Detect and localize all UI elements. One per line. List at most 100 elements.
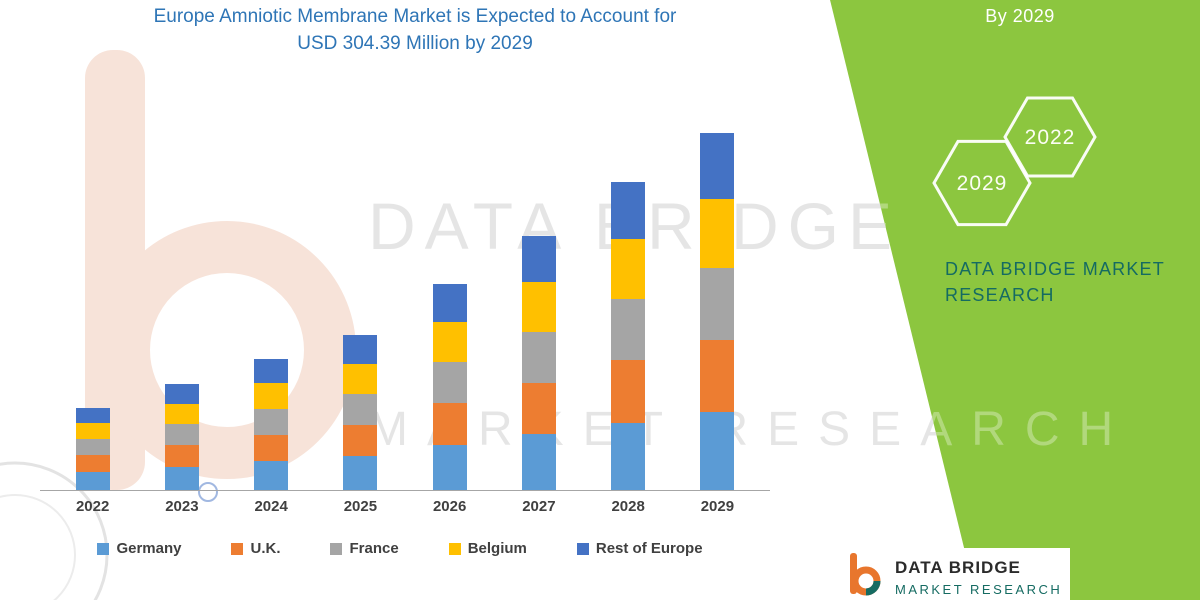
bar-segment-france-2022 — [75, 439, 110, 456]
year-hexagons: 2029 2022 — [932, 96, 1097, 227]
bar-segment-rest-of-europe-2029 — [700, 133, 735, 200]
bar-segment-rest-of-europe-2026 — [432, 284, 467, 323]
bar-segment-france-2024 — [254, 408, 289, 435]
bar-stack-2025 — [343, 335, 378, 490]
x-axis-label-2029: 2029 — [700, 498, 735, 515]
legend-swatch-rest-of-europe — [576, 542, 589, 555]
bar-segment-belgium-2026 — [432, 322, 467, 363]
bar-stack-2023 — [164, 383, 199, 490]
bar-column-2029 — [673, 120, 762, 490]
legend-label-germany: Germany — [116, 540, 182, 557]
bar-segment-rest-of-europe-2024 — [254, 359, 289, 384]
bar-segment-belgium-2024 — [254, 383, 289, 409]
x-axis-label-2025: 2025 — [343, 498, 378, 515]
footer-brand: DATA BRIDGE MARKET RESEARCH — [845, 552, 1062, 597]
bar-segment-belgium-2025 — [343, 363, 378, 394]
bar-segment-u-k-2027 — [521, 382, 556, 435]
bar-stack-2024 — [254, 359, 289, 490]
bar-stack-2027 — [521, 235, 556, 490]
bar-segment-belgium-2022 — [75, 423, 110, 440]
x-axis-label-2023: 2023 — [165, 498, 199, 515]
bar-segment-france-2028 — [611, 298, 646, 361]
bar-segment-u-k-2028 — [611, 360, 646, 423]
legend-item-belgium: Belgium — [448, 540, 527, 557]
legend-item-u-k: U.K. — [231, 540, 280, 557]
bar-segment-germany-2024 — [254, 461, 289, 490]
page-title: Europe Amniotic Membrane Market is Expec… — [55, 4, 775, 57]
brand-name-line1: DATA BRIDGE MARKET — [945, 259, 1165, 279]
bar-segment-germany-2023 — [164, 466, 199, 490]
x-axis-line — [40, 490, 770, 491]
legend-label-france: France — [349, 540, 399, 557]
bar-segment-belgium-2027 — [521, 282, 556, 332]
bar-column-2023 — [137, 120, 226, 490]
bar-stack-2029 — [700, 133, 735, 490]
bar-segment-belgium-2028 — [611, 239, 646, 299]
bar-segment-germany-2029 — [700, 412, 735, 490]
x-axis-label-2027: 2027 — [522, 498, 556, 515]
page-title-line2: USD 304.39 Million by 2029 — [297, 32, 533, 54]
bar-segment-rest-of-europe-2023 — [164, 383, 199, 404]
bar-stack-2028 — [611, 182, 646, 490]
footer-brand-sub: MARKET RESEARCH — [895, 582, 1063, 597]
bar-segment-u-k-2026 — [432, 403, 467, 445]
legend-label-u-k: U.K. — [250, 540, 281, 557]
page-title-line1: Europe Amniotic Membrane Market is Expec… — [153, 6, 677, 27]
x-axis-label-2022: 2022 — [75, 498, 110, 515]
bar-segment-germany-2026 — [432, 444, 467, 490]
bar-column-2022 — [48, 120, 137, 490]
legend-item-rest-of-europe: Rest of Europe — [576, 540, 703, 557]
bar-column-2026 — [405, 120, 494, 490]
bar-column-2027 — [494, 120, 583, 490]
bar-segment-france-2025 — [343, 393, 378, 425]
bar-segment-belgium-2029 — [700, 199, 735, 269]
bar-segment-belgium-2023 — [164, 403, 199, 425]
brand-name-panel: DATA BRIDGE MARKET RESEARCH — [945, 256, 1165, 308]
bar-segment-rest-of-europe-2027 — [521, 235, 556, 283]
bar-segment-france-2029 — [700, 268, 735, 340]
chart-legend: Germany U.K. France Belgium Rest of Europe — [0, 540, 800, 557]
bar-stack-2022 — [75, 408, 110, 490]
bar-stack-2026 — [432, 284, 467, 490]
bar-segment-germany-2022 — [75, 471, 110, 490]
hexagon-2022-icon: 2022 — [1003, 96, 1097, 178]
x-axis-label-2026: 2026 — [432, 498, 467, 515]
bar-segment-rest-of-europe-2022 — [75, 408, 110, 424]
bar-segment-france-2027 — [521, 331, 556, 383]
bar-segment-u-k-2025 — [343, 424, 378, 456]
hexagon-front-year-label: 2022 — [1025, 126, 1076, 149]
brand-name-line2: RESEARCH — [945, 285, 1055, 305]
bar-segment-germany-2027 — [521, 434, 556, 490]
legend-swatch-france — [330, 542, 343, 555]
bar-segment-u-k-2029 — [700, 339, 735, 412]
bar-column-2024 — [227, 120, 316, 490]
bar-segment-germany-2028 — [611, 422, 646, 490]
stacked-bar-chart — [48, 120, 762, 490]
bar-segment-u-k-2024 — [254, 434, 289, 462]
legend-label-rest-of-europe: Rest of Europe — [595, 540, 703, 557]
x-axis-label-2028: 2028 — [611, 498, 645, 515]
legend-swatch-germany — [97, 542, 110, 555]
legend-swatch-u-k — [231, 542, 244, 555]
x-axis-labels: 2022 2023 2024 2025 2026 2027 2028 2029 — [48, 498, 762, 515]
footer-backing — [780, 548, 1070, 600]
legend-item-france: France — [330, 540, 399, 557]
hexagon-back-year-label: 2029 — [957, 172, 1008, 195]
bar-segment-u-k-2023 — [164, 445, 199, 467]
legend-label-belgium: Belgium — [467, 540, 527, 557]
bar-segment-germany-2025 — [343, 456, 378, 490]
x-axis-label-2024: 2024 — [254, 498, 288, 515]
legend-swatch-belgium — [448, 542, 461, 555]
legend-item-germany: Germany — [97, 540, 181, 557]
bar-segment-rest-of-europe-2025 — [343, 335, 378, 364]
bar-segment-france-2023 — [164, 424, 199, 446]
bar-segment-u-k-2022 — [75, 455, 110, 472]
bar-column-2025 — [316, 120, 405, 490]
bar-column-2028 — [584, 120, 673, 490]
bar-segment-rest-of-europe-2028 — [611, 182, 646, 240]
data-bridge-flame-logo-icon — [850, 553, 881, 596]
by-year-label: By 2029 — [985, 6, 1055, 26]
footer-brand-name: DATA BRIDGE — [895, 558, 1021, 577]
bar-segment-france-2026 — [432, 362, 467, 404]
